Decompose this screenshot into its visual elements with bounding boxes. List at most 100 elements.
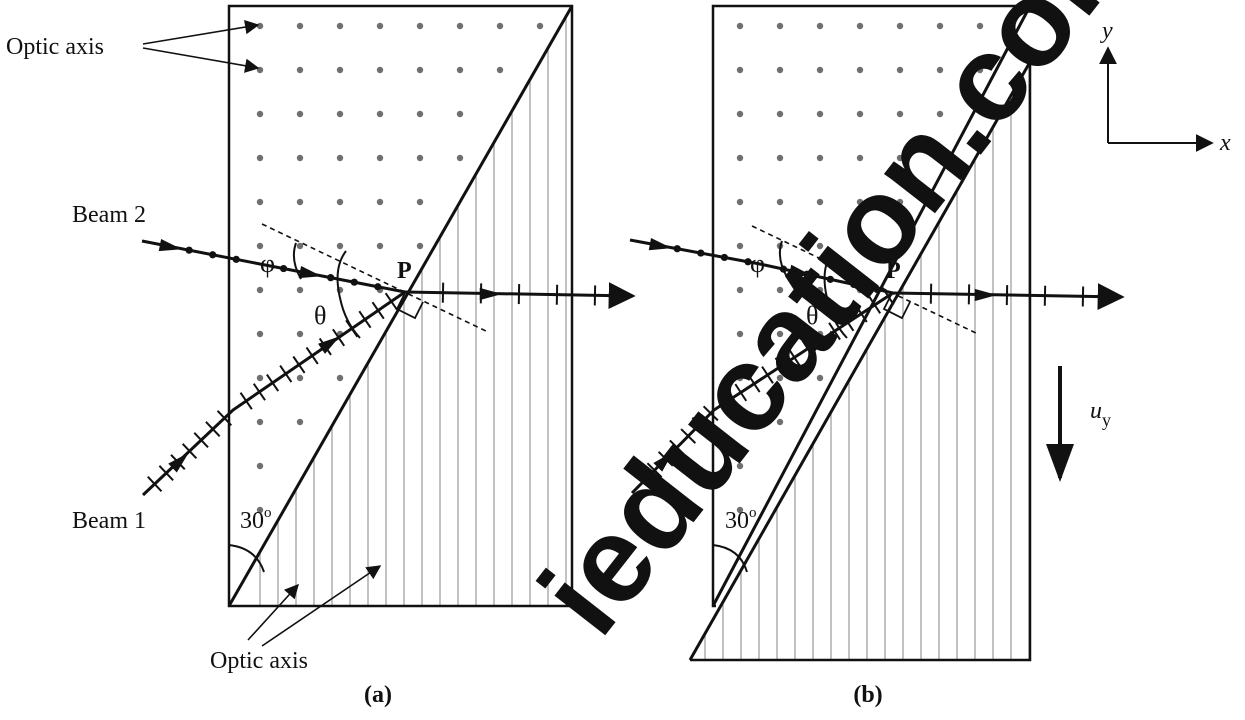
polarization-tick bbox=[280, 366, 291, 382]
axis-dot bbox=[817, 23, 823, 29]
axis-dot bbox=[297, 199, 303, 205]
x-axis-label: x bbox=[1219, 130, 1231, 156]
optic-axis-arrow-3 bbox=[248, 585, 298, 640]
axis-dot bbox=[337, 67, 343, 73]
axis-dot bbox=[457, 23, 463, 29]
axis-dot bbox=[337, 375, 343, 381]
axis-dot bbox=[737, 23, 743, 29]
axis-dot bbox=[257, 23, 263, 29]
axis-dot bbox=[417, 67, 423, 73]
axis-dot bbox=[777, 23, 783, 29]
direction-arrow bbox=[299, 266, 322, 278]
axis-dot bbox=[337, 23, 343, 29]
axis-dot bbox=[257, 155, 263, 161]
axis-dot bbox=[497, 23, 503, 29]
axis-dot bbox=[457, 155, 463, 161]
axis-dot bbox=[817, 67, 823, 73]
axis-dot bbox=[297, 287, 303, 293]
polarization-dot bbox=[233, 256, 240, 263]
panel-a-label: (a) bbox=[364, 682, 392, 708]
axis-dot bbox=[377, 111, 383, 117]
axis-dot bbox=[377, 23, 383, 29]
axis-dot bbox=[457, 111, 463, 117]
polarization-dot bbox=[209, 251, 216, 258]
polarization-tick bbox=[372, 302, 383, 318]
axis-dot bbox=[857, 67, 863, 73]
polarization-tick bbox=[386, 293, 397, 309]
axis-dot bbox=[417, 23, 423, 29]
polarization-dot bbox=[721, 254, 728, 261]
axis-dot bbox=[257, 375, 263, 381]
watermark: ieducation.com bbox=[513, 0, 1171, 658]
polarization-dot bbox=[280, 265, 287, 272]
axis-dot bbox=[377, 199, 383, 205]
direction-arrow bbox=[975, 289, 997, 301]
axis-dot bbox=[257, 463, 263, 469]
velocity-arrow-head bbox=[1046, 444, 1074, 482]
polarization-tick bbox=[254, 384, 265, 400]
direction-arrow bbox=[480, 288, 502, 300]
polarization-tick bbox=[267, 375, 278, 391]
axis-dot bbox=[337, 199, 343, 205]
axis-dot bbox=[297, 419, 303, 425]
polarization-tick bbox=[359, 311, 370, 327]
watermark-text: ieducation.com bbox=[513, 0, 1171, 658]
axis-dot bbox=[297, 375, 303, 381]
polarization-dot bbox=[674, 245, 681, 252]
polarization-dot bbox=[186, 247, 193, 254]
direction-arrow bbox=[159, 239, 182, 251]
normal-line-a bbox=[262, 224, 488, 332]
axis-dot bbox=[817, 155, 823, 161]
axis-dot bbox=[777, 111, 783, 117]
axis-dot bbox=[417, 155, 423, 161]
optic-axis-label-top: Optic axis bbox=[6, 34, 104, 60]
axis-dot bbox=[257, 331, 263, 337]
polarization-tick bbox=[241, 393, 252, 409]
theta-label-a: θ bbox=[314, 301, 326, 330]
polarization-tick bbox=[293, 356, 304, 372]
axis-dot bbox=[337, 111, 343, 117]
axis-dot bbox=[737, 67, 743, 73]
angle-arc-a bbox=[229, 545, 264, 572]
axis-dot bbox=[377, 155, 383, 161]
optic-axis-arrow-1 bbox=[143, 25, 258, 44]
axis-dot bbox=[257, 111, 263, 117]
hatch-optic-axis-a bbox=[260, 16, 566, 606]
axis-dot bbox=[897, 67, 903, 73]
axis-dot bbox=[537, 23, 543, 29]
axis-dot bbox=[417, 111, 423, 117]
axis-dot bbox=[777, 199, 783, 205]
axis-dot bbox=[737, 243, 743, 249]
axis-dot bbox=[297, 331, 303, 337]
velocity-label: uy bbox=[1090, 398, 1111, 430]
axis-dot bbox=[377, 67, 383, 73]
beam-2-label: Beam 2 bbox=[72, 202, 146, 228]
angle-label-a: 30o bbox=[240, 505, 272, 534]
panel-a: Optic axis Beam 2 Beam 1 Optic axis φ θ … bbox=[6, 6, 633, 708]
polarization-dot bbox=[327, 274, 334, 281]
axis-dot bbox=[737, 155, 743, 161]
axis-dot bbox=[297, 67, 303, 73]
optic-axis-arrow-2 bbox=[143, 48, 258, 68]
polarization-dot bbox=[697, 249, 704, 256]
panel-b-label: (b) bbox=[853, 682, 882, 708]
axis-dot bbox=[737, 199, 743, 205]
axis-dot bbox=[297, 23, 303, 29]
optic-axis-label-bottom: Optic axis bbox=[210, 648, 308, 674]
axis-dot bbox=[337, 155, 343, 161]
axis-dot bbox=[497, 67, 503, 73]
axis-dot bbox=[417, 243, 423, 249]
axis-dot bbox=[817, 111, 823, 117]
axis-dot bbox=[377, 243, 383, 249]
polarization-tick bbox=[346, 320, 357, 336]
direction-arrow bbox=[649, 238, 672, 250]
axis-dot bbox=[417, 199, 423, 205]
beam-1-label: Beam 1 bbox=[72, 508, 146, 534]
axis-dot bbox=[297, 243, 303, 249]
axis-dot bbox=[777, 67, 783, 73]
axis-dot bbox=[297, 111, 303, 117]
axis-dot bbox=[337, 243, 343, 249]
axis-dot bbox=[257, 419, 263, 425]
